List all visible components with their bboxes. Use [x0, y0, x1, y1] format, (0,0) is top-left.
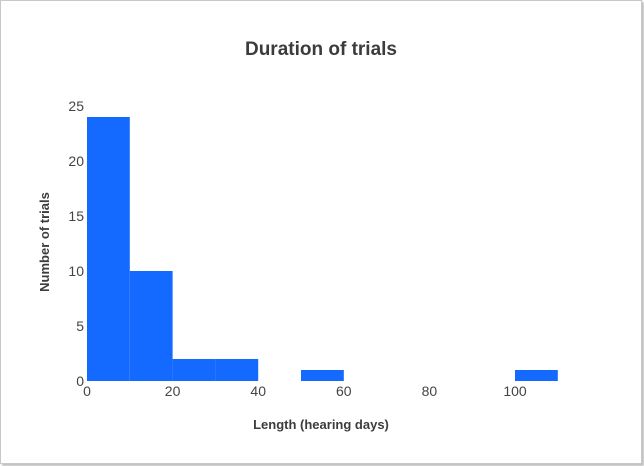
histogram-bar-4: [301, 370, 344, 381]
histogram-bar-1: [129, 271, 173, 381]
x-axis-label: Length (hearing days): [253, 417, 389, 432]
y-tick-label-2: 10: [68, 263, 84, 279]
x-tick-label-1: 20: [165, 383, 181, 399]
histogram-bar-2: [172, 359, 216, 381]
histogram-bar-0: [87, 117, 130, 381]
x-tick-label-5: 100: [503, 383, 527, 399]
y-tick-label-1: 5: [76, 318, 84, 334]
histogram-bar-3: [215, 359, 259, 381]
y-tick-label-0: 0: [76, 373, 84, 389]
x-tick-label-2: 40: [250, 383, 266, 399]
y-tick-label-3: 15: [68, 208, 84, 224]
x-axis-ticks: 0 20 40 60 80 100: [83, 383, 527, 399]
x-tick-label-0: 0: [83, 383, 91, 399]
y-tick-label-4: 20: [68, 153, 84, 169]
x-tick-label-4: 80: [422, 383, 438, 399]
histogram-bars: [87, 117, 558, 381]
x-tick-label-3: 60: [336, 383, 352, 399]
y-tick-label-5: 25: [68, 98, 84, 114]
y-axis-ticks: 0 5 10 15 20 25: [68, 98, 84, 389]
histogram-bar-5: [515, 370, 558, 381]
chart-title: Duration of trials: [245, 39, 397, 60]
y-axis-label: Number of trials: [37, 192, 52, 292]
